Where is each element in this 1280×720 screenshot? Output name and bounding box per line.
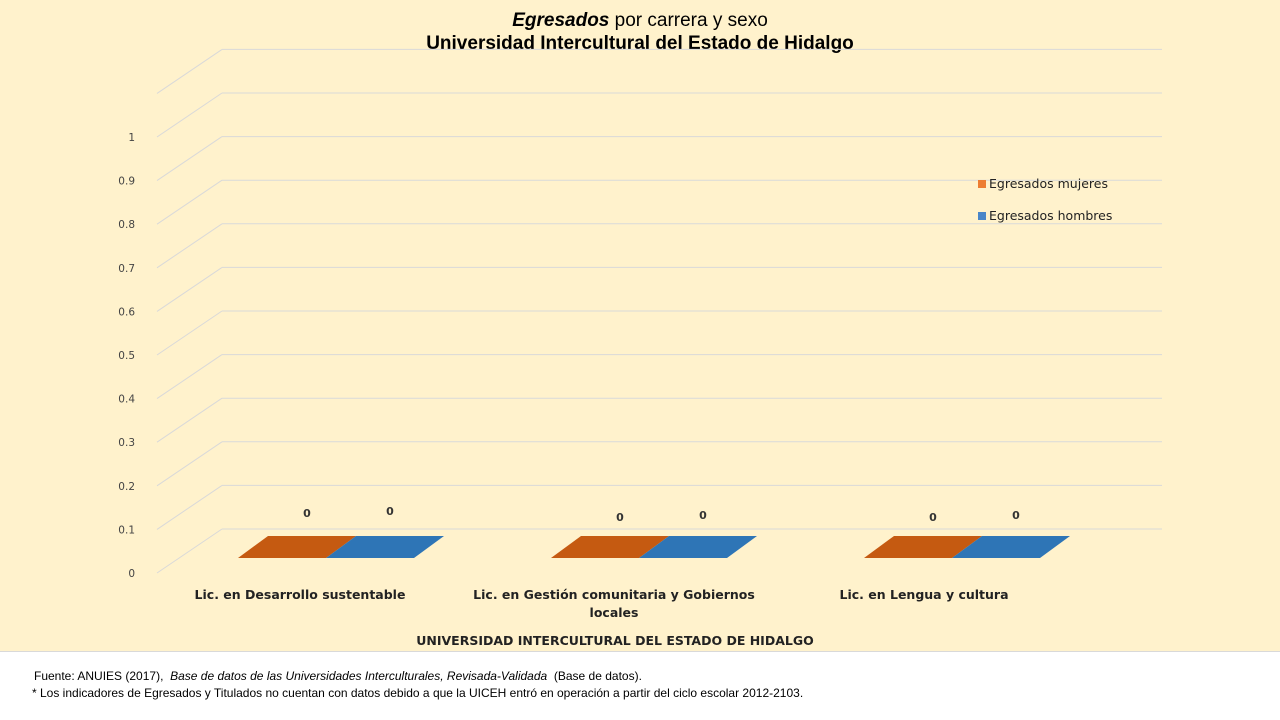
gridline-depth <box>156 179 223 225</box>
gridline-depth <box>156 528 223 574</box>
bar-mujeres <box>238 536 356 558</box>
gridline-depth <box>156 397 223 443</box>
y-tick-label: 0.2 <box>118 481 135 493</box>
chart-area: Egresados por carrera y sexo Universidad… <box>0 0 1280 652</box>
footer-source-suffix: (Base de datos). <box>553 669 642 683</box>
gridline-depth <box>156 354 223 400</box>
y-tick-label: 0.5 <box>118 350 135 362</box>
x-category-label: Lic. en Desarrollo sustentable <box>195 587 406 602</box>
y-tick-label: 0.1 <box>118 524 135 536</box>
data-label: 0 <box>616 511 624 524</box>
bar-hombres <box>326 536 444 558</box>
gridline-depth <box>156 310 223 356</box>
gridline-depth <box>156 223 223 269</box>
x-category-label: Lic. en Gestión comunitaria y Gobiernos l… <box>473 587 755 620</box>
y-tick-label: 0.4 <box>118 394 135 406</box>
footer-source-title: Base de datos de las Universidades Inter… <box>170 669 548 683</box>
legend-swatch-mujeres <box>978 179 986 188</box>
gridline-depth <box>156 441 223 487</box>
chart-title-line2: Universidad Intercultural del Estado de … <box>426 33 854 54</box>
data-label: 0 <box>1012 509 1020 522</box>
chart-title-emphasis: Egresados <box>512 10 610 31</box>
footer-source-prefix: Fuente: ANUIES (2017), <box>34 669 164 683</box>
gridline-depth <box>156 484 223 530</box>
footer-source: Fuente: ANUIES (2017), Base de datos de … <box>34 669 642 683</box>
chart-title-line1: Egresados por carrera y sexo <box>0 10 1280 32</box>
y-tick-label: 0.7 <box>118 263 135 275</box>
bar-hombres <box>639 536 757 558</box>
legend-swatch-hombres <box>978 211 986 220</box>
legend-label-mujeres: Egresados mujeres <box>989 176 1108 191</box>
gridline-depth <box>156 92 223 138</box>
data-label: 0 <box>699 509 707 522</box>
chart-title-rest: por carrera y sexo <box>609 10 768 31</box>
bar-mujeres <box>551 536 669 558</box>
data-label: 0 <box>386 505 394 518</box>
gridline-depth <box>156 48 223 94</box>
y-tick-label: 0.3 <box>118 437 135 449</box>
y-tick-label: 0 <box>128 568 135 580</box>
y-tick-label: 1 <box>128 132 135 144</box>
legend-item-mujeres: Egresados mujeres <box>978 176 1108 191</box>
data-label: 0 <box>303 507 311 520</box>
bar-mujeres <box>864 536 982 558</box>
legend-label-hombres: Egresados hombres <box>989 208 1113 223</box>
y-tick-label: 0.6 <box>118 306 135 318</box>
x-axis-title: UNIVERSIDAD INTERCULTURAL DEL ESTADO DE … <box>416 633 814 648</box>
y-tick-label: 0.8 <box>118 219 135 231</box>
bar-hombres <box>952 536 1070 558</box>
gridline-depth <box>156 266 223 312</box>
legend-item-hombres: Egresados hombres <box>978 208 1112 223</box>
data-label: 0 <box>929 511 937 524</box>
footer-note: * Los indicadores de Egresados y Titulad… <box>32 686 804 700</box>
gridline-depth <box>156 136 223 182</box>
chart-plot: 0 0.1 0.2 0.3 0.4 0.5 0.6 0.7 0.8 0.9 1 0 0 0 0 0 0 Lic. … <box>118 48 1162 648</box>
x-category-label: Lic. en Lengua y cultura <box>839 587 1008 602</box>
y-tick-label: 0.9 <box>118 176 135 188</box>
